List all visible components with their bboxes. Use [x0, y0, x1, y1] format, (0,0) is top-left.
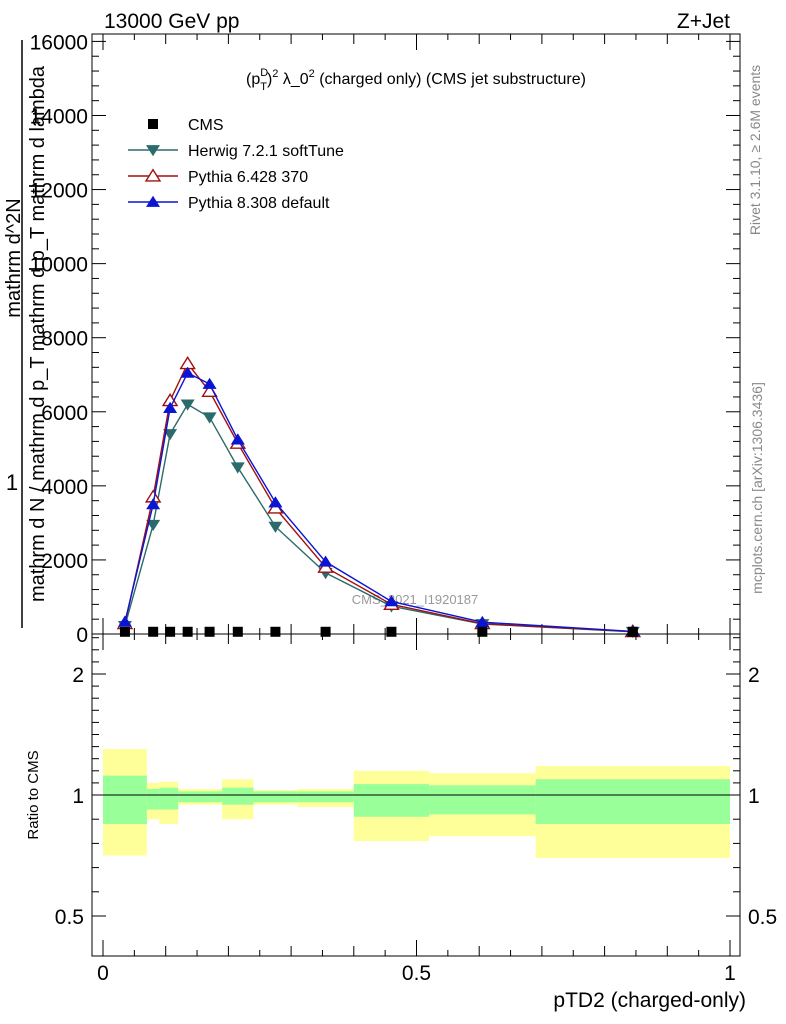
ratio-y-tick-label: 0.5 — [55, 906, 84, 929]
legend-label-pythia6: Pythia 6.428 370 — [188, 169, 308, 186]
y-tick-label: 4000 — [41, 476, 88, 499]
ratio-panel: 0.5 0.51 12 2 0 0.5 1 Ratio to CMS pTD2 (char… — [25, 633, 777, 1012]
ratio-x-tick-label: 0 — [97, 962, 109, 985]
y-tick-label: 2000 — [41, 550, 88, 573]
y-tick-label: 6000 — [41, 402, 88, 425]
y-tick-label: 10000 — [30, 254, 88, 277]
point-pythia8 — [230, 433, 245, 445]
y-tick-label: 8000 — [41, 328, 88, 351]
point-herwig — [180, 399, 195, 411]
legend-marker-herwig — [146, 145, 160, 157]
legend-marker-pythia6 — [144, 168, 162, 182]
main-y-axis: 0 2000 4000 6000 8000 10000 12000 14000 16000 — [30, 31, 740, 647]
ratio-bands — [103, 749, 730, 858]
band-inner — [146, 788, 160, 810]
point-cms — [148, 626, 159, 637]
y-tick-label: 14000 — [30, 105, 88, 128]
y-tick-label: 12000 — [30, 180, 88, 203]
y-label-denominator: mathrm d N / mathrm d p_T mathrm d p_T m… — [27, 65, 49, 602]
point-pythia8 — [318, 555, 333, 567]
series-layer — [116, 356, 642, 639]
legend: CMS Herwig 7.2.1 softTune Pythia 6.428 370… — [128, 117, 344, 212]
point-cms — [477, 626, 488, 637]
ratio-y-tick-label: 2 — [72, 664, 84, 687]
band-inner — [429, 785, 536, 815]
header-right: Z+Jet — [677, 10, 730, 33]
point-cms — [627, 626, 638, 637]
y-label-numerator: 1 — [6, 470, 18, 495]
ratio-y-tick-label-right: 1 — [748, 785, 760, 808]
legend-marker-cms — [148, 119, 158, 129]
band-inner — [178, 791, 223, 803]
series-cms — [119, 626, 638, 637]
ratio-y-label: Ratio to CMS — [25, 750, 42, 839]
header-left: 13000 GeV pp — [104, 10, 239, 33]
rivet-label: Rivet 3.1.10, ≥ 2.6M events — [747, 65, 763, 235]
y-tick-label: 0 — [76, 624, 88, 647]
band-inner — [253, 791, 298, 803]
legend-label-herwig: Herwig 7.2.1 softTune — [188, 143, 344, 160]
band-inner — [535, 779, 730, 825]
legend-label-cms: CMS — [188, 117, 224, 134]
band-inner — [103, 775, 147, 825]
point-pythia8 — [384, 595, 399, 607]
point-pythia8 — [475, 615, 490, 628]
main-title: (pD T)2 λ_02 (charged only) (CMS jet subs… — [246, 67, 586, 93]
point-herwig — [230, 462, 245, 474]
point-cms — [204, 626, 215, 637]
ratio-x-tick-label: 1 — [724, 962, 736, 985]
main-y-label: 1 mathrm d^2N mathrm d N / mathrm d p_T … — [3, 40, 49, 628]
point-pythia8 — [268, 496, 283, 508]
band-inner — [353, 784, 430, 817]
band-inner — [222, 787, 254, 805]
ratio-y-tick-label-right: 2 — [748, 664, 760, 687]
point-cms — [270, 626, 281, 637]
ratio-y-axis: 0.5 0.5 1 1 2 2 — [55, 637, 777, 929]
x-axis-label: pTD2 (charged-only) — [553, 989, 746, 1012]
mcplots-label: mcplots.cern.ch [arXiv:1306.3436] — [749, 382, 765, 594]
y-label-top: mathrm d^2N — [3, 198, 25, 317]
band-inner — [159, 787, 179, 810]
point-cms — [119, 626, 130, 637]
main-panel: 0 2000 4000 6000 8000 10000 12000 14000 16000 (p… — [30, 31, 741, 647]
point-herwig — [268, 521, 283, 533]
point-pythia8 — [163, 401, 178, 413]
point-herwig — [146, 519, 161, 532]
watermark: CMS_2021_I1920187 — [352, 592, 479, 607]
point-cms — [320, 626, 331, 637]
point-pythia8 — [202, 377, 217, 389]
legend-marker-pythia8 — [146, 195, 160, 207]
point-cms — [165, 626, 176, 637]
point-pythia8 — [180, 366, 195, 378]
point-herwig — [202, 412, 217, 424]
legend-label-pythia8: Pythia 8.308 default — [188, 195, 330, 212]
ratio-y-tick-label: 1 — [72, 785, 84, 808]
ratio-x-axis: 0 0.5 1 — [97, 634, 736, 985]
point-pythia8 — [146, 498, 161, 510]
point-cms — [182, 626, 193, 637]
point-cms — [232, 626, 243, 637]
band-inner — [297, 791, 354, 803]
y-tick-label: 16000 — [30, 31, 88, 54]
point-pythia8 — [117, 615, 132, 627]
series-pythia8 — [117, 366, 640, 637]
ratio-x-tick-label: 0.5 — [402, 962, 431, 985]
ratio-y-tick-label-right: 0.5 — [748, 906, 777, 929]
point-cms — [386, 626, 397, 637]
